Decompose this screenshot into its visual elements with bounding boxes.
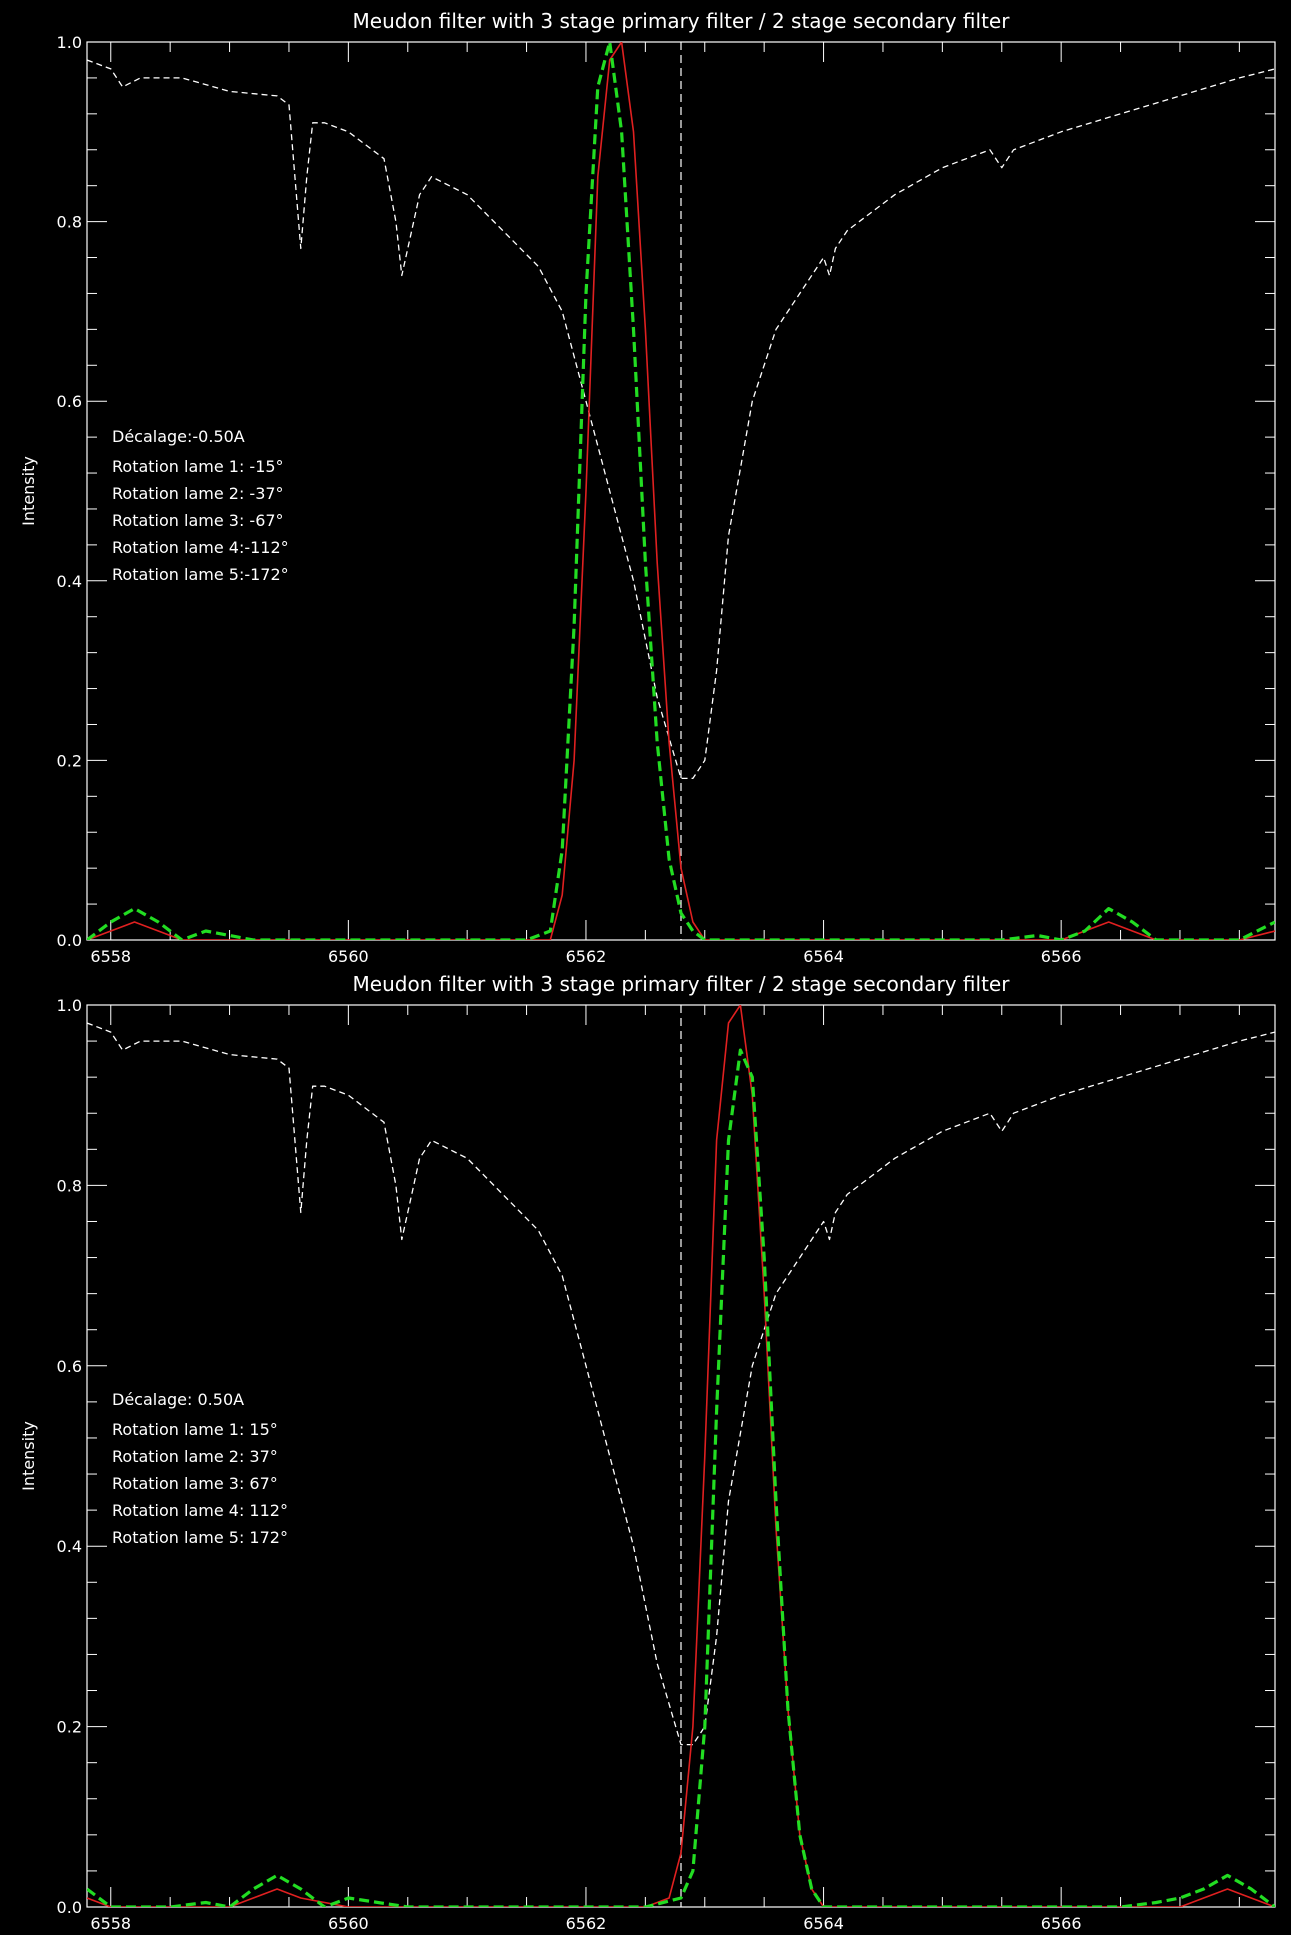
x-tick-label: 6560 <box>328 947 369 966</box>
series-line-3 <box>87 42 1275 940</box>
y-tick-label: 0.8 <box>57 213 82 232</box>
y-tick-label: 0.0 <box>57 1898 82 1917</box>
x-tick-label: 6562 <box>566 947 607 966</box>
y-axis-label: Intensity <box>19 456 38 526</box>
rotation-annotation: Rotation lame 1: 15° <box>112 1420 278 1439</box>
y-tick-label: 0.4 <box>57 1537 82 1556</box>
y-tick-label: 1.0 <box>57 996 82 1015</box>
rotation-annotation: Rotation lame 5:-172° <box>112 565 289 584</box>
y-tick-label: 0.6 <box>57 1357 82 1376</box>
rotation-annotation: Rotation lame 3: 67° <box>112 1474 278 1493</box>
y-tick-label: 0.2 <box>57 751 82 770</box>
y-tick-label: 1.0 <box>57 33 82 52</box>
shift-annotation: Décalage: 0.50A <box>112 1390 244 1409</box>
rotation-annotation: Rotation lame 2: -37° <box>112 484 284 503</box>
rotation-annotation: Rotation lame 3: -67° <box>112 511 284 530</box>
series-line-2 <box>87 42 1275 940</box>
x-tick-label: 6562 <box>566 1914 607 1933</box>
series-line-3 <box>87 1048 1275 1907</box>
y-axis-label: Intensity <box>19 1421 38 1491</box>
chart-panel-1: Meudon filter with 3 stage primary filte… <box>19 9 1276 966</box>
y-tick-label: 0.2 <box>57 1718 82 1737</box>
x-tick-label: 6558 <box>90 1914 131 1933</box>
rotation-annotation: Rotation lame 1: -15° <box>112 457 284 476</box>
x-tick-label: 6566 <box>1041 1914 1082 1933</box>
x-tick-label: 6564 <box>803 947 844 966</box>
rotation-annotation: Rotation lame 4:-112° <box>112 538 289 557</box>
chart-title: Meudon filter with 3 stage primary filte… <box>353 972 1011 996</box>
series-line-1 <box>87 1022 1275 1746</box>
x-tick-label: 6558 <box>90 947 131 966</box>
y-tick-label: 0.4 <box>57 572 82 591</box>
chart-title: Meudon filter with 3 stage primary filte… <box>353 9 1011 33</box>
y-tick-label: 0.6 <box>57 392 82 411</box>
chart-panel-2: Meudon filter with 3 stage primary filte… <box>19 972 1276 1933</box>
y-tick-label: 0.0 <box>57 931 82 950</box>
y-tick-label: 0.8 <box>57 1176 82 1195</box>
series-line-2 <box>87 1005 1275 1907</box>
x-tick-label: 6560 <box>328 1914 369 1933</box>
rotation-annotation: Rotation lame 2: 37° <box>112 1447 278 1466</box>
shift-annotation: Décalage:-0.50A <box>112 427 245 446</box>
x-tick-label: 6564 <box>803 1914 844 1933</box>
x-tick-label: 6566 <box>1041 947 1082 966</box>
rotation-annotation: Rotation lame 4: 112° <box>112 1501 288 1520</box>
rotation-annotation: Rotation lame 5: 172° <box>112 1528 288 1547</box>
series-line-1 <box>87 59 1275 780</box>
